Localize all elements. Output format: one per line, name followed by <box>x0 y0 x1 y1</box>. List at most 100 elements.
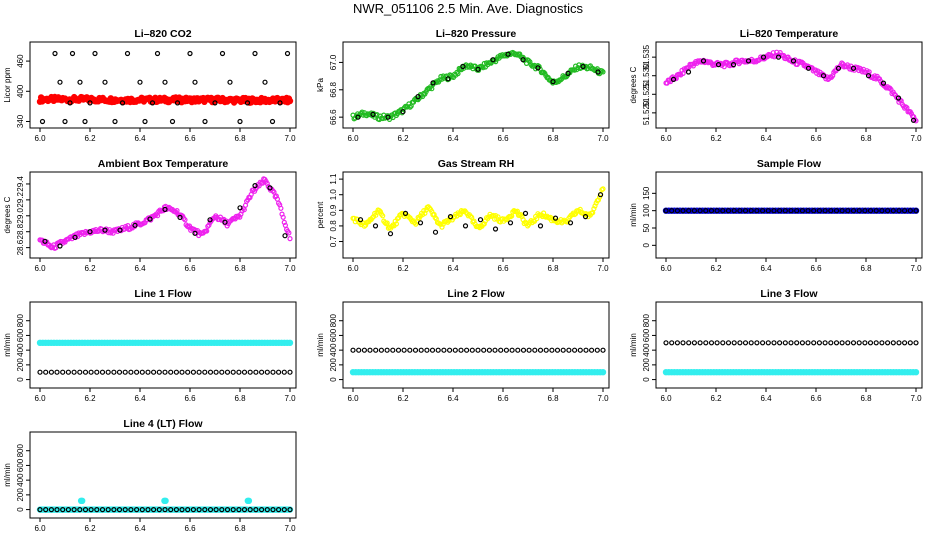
x-tick-label: 6.4 <box>760 134 772 143</box>
data-point <box>173 369 179 375</box>
data-point <box>387 231 394 237</box>
series-samples <box>663 340 919 346</box>
x-tick-label: 6.6 <box>810 394 822 403</box>
panel-title: Sample Flow <box>757 158 822 170</box>
data-point <box>445 76 451 82</box>
x-tick-label: 6.0 <box>347 134 359 143</box>
data-point <box>145 507 151 513</box>
data-point <box>714 340 720 346</box>
data-point <box>907 208 913 214</box>
data-point <box>162 507 168 513</box>
data-point <box>685 69 692 75</box>
data-point <box>77 507 83 513</box>
x-tick-label: 7.0 <box>910 264 922 273</box>
data-point <box>402 210 409 216</box>
data-point <box>280 214 286 220</box>
data-point <box>139 369 145 375</box>
y-tick-label: 1.0 <box>329 189 338 201</box>
data-point <box>890 340 896 346</box>
data-point <box>913 340 919 346</box>
data-point <box>737 208 743 214</box>
data-point <box>595 69 601 75</box>
y-tick-label: 0 <box>642 377 651 382</box>
data-point <box>908 110 915 117</box>
data-point <box>492 347 498 353</box>
data-point <box>156 507 162 513</box>
x-tick-label: 6.6 <box>497 134 509 143</box>
x-tick-label: 6.4 <box>134 264 146 273</box>
x-tick-label: 6.2 <box>397 394 409 403</box>
y-tick-label: 100 <box>642 203 651 217</box>
data-point <box>88 507 94 513</box>
data-point <box>253 507 259 513</box>
data-point <box>252 188 258 194</box>
data-point <box>77 79 83 85</box>
series-2-5-min-ave <box>349 369 607 376</box>
data-point <box>48 369 55 375</box>
x-tick-label: 6.2 <box>397 134 409 143</box>
data-point <box>43 507 49 513</box>
data-point <box>537 223 544 229</box>
data-point <box>367 347 373 353</box>
data-point <box>599 369 607 376</box>
data-point <box>580 63 586 70</box>
plot-frame <box>655 41 923 129</box>
panel-title: Li–820 CO2 <box>134 28 191 40</box>
data-point <box>429 347 436 353</box>
data-point <box>395 347 402 353</box>
data-point <box>566 347 572 353</box>
data-point <box>901 208 908 214</box>
data-point <box>469 214 475 220</box>
data-point <box>600 347 606 353</box>
series-2-5-min-ave <box>350 186 606 231</box>
data-point <box>790 58 797 64</box>
x-tick-label: 6.4 <box>134 134 146 143</box>
data-point <box>270 369 276 375</box>
data-point <box>269 118 276 125</box>
data-point <box>588 347 595 353</box>
data-point <box>680 208 686 214</box>
data-point <box>424 347 430 353</box>
y-tick-label: 66.8 <box>329 81 338 97</box>
y-axis-label: Licor ppm <box>3 67 12 102</box>
data-point <box>236 369 242 375</box>
x-tick-label: 6.6 <box>810 264 822 273</box>
data-point <box>65 507 72 513</box>
data-point <box>287 236 293 242</box>
data-point <box>714 208 720 214</box>
panel-rh: Gas Stream RH percent 6.0 6.2 6.4 6.6 6.8 7.0 0.… <box>316 158 610 273</box>
data-point <box>139 507 145 513</box>
data-point <box>759 340 766 346</box>
data-point <box>380 213 386 219</box>
data-point <box>534 216 540 222</box>
data-point <box>507 220 514 226</box>
data-point <box>277 100 283 106</box>
data-point <box>571 347 578 353</box>
data-point <box>62 118 68 125</box>
data-point <box>407 347 413 353</box>
data-point <box>78 497 86 504</box>
data-point <box>799 340 806 346</box>
data-point <box>207 507 214 513</box>
series-samples <box>670 54 917 123</box>
data-point <box>102 227 108 233</box>
data-point <box>895 95 902 101</box>
data-point <box>901 340 908 346</box>
data-point <box>833 340 840 346</box>
data-point <box>145 369 151 375</box>
panel-sample-flow: Sample Flow ml/min 6.0 6.2 6.4 6.6 6.8 7.0 0 50 10… <box>629 158 923 273</box>
data-point <box>691 340 698 346</box>
panel-line4: Line 4 (LT) Flow ml/min 6.0 6.2 6.4 6.6 6.8 7.0… <box>3 418 297 533</box>
data-point <box>820 73 827 79</box>
data-point <box>376 208 382 214</box>
data-point <box>252 50 258 57</box>
data-point <box>370 111 376 118</box>
data-point <box>811 340 817 346</box>
y-axis-label: degrees C <box>629 66 638 103</box>
data-point <box>224 369 231 375</box>
data-point <box>721 64 727 70</box>
data-point <box>245 497 253 504</box>
series-samples <box>42 183 288 249</box>
x-tick-label: 6.8 <box>860 394 872 403</box>
x-tick-label: 6.2 <box>84 134 96 143</box>
